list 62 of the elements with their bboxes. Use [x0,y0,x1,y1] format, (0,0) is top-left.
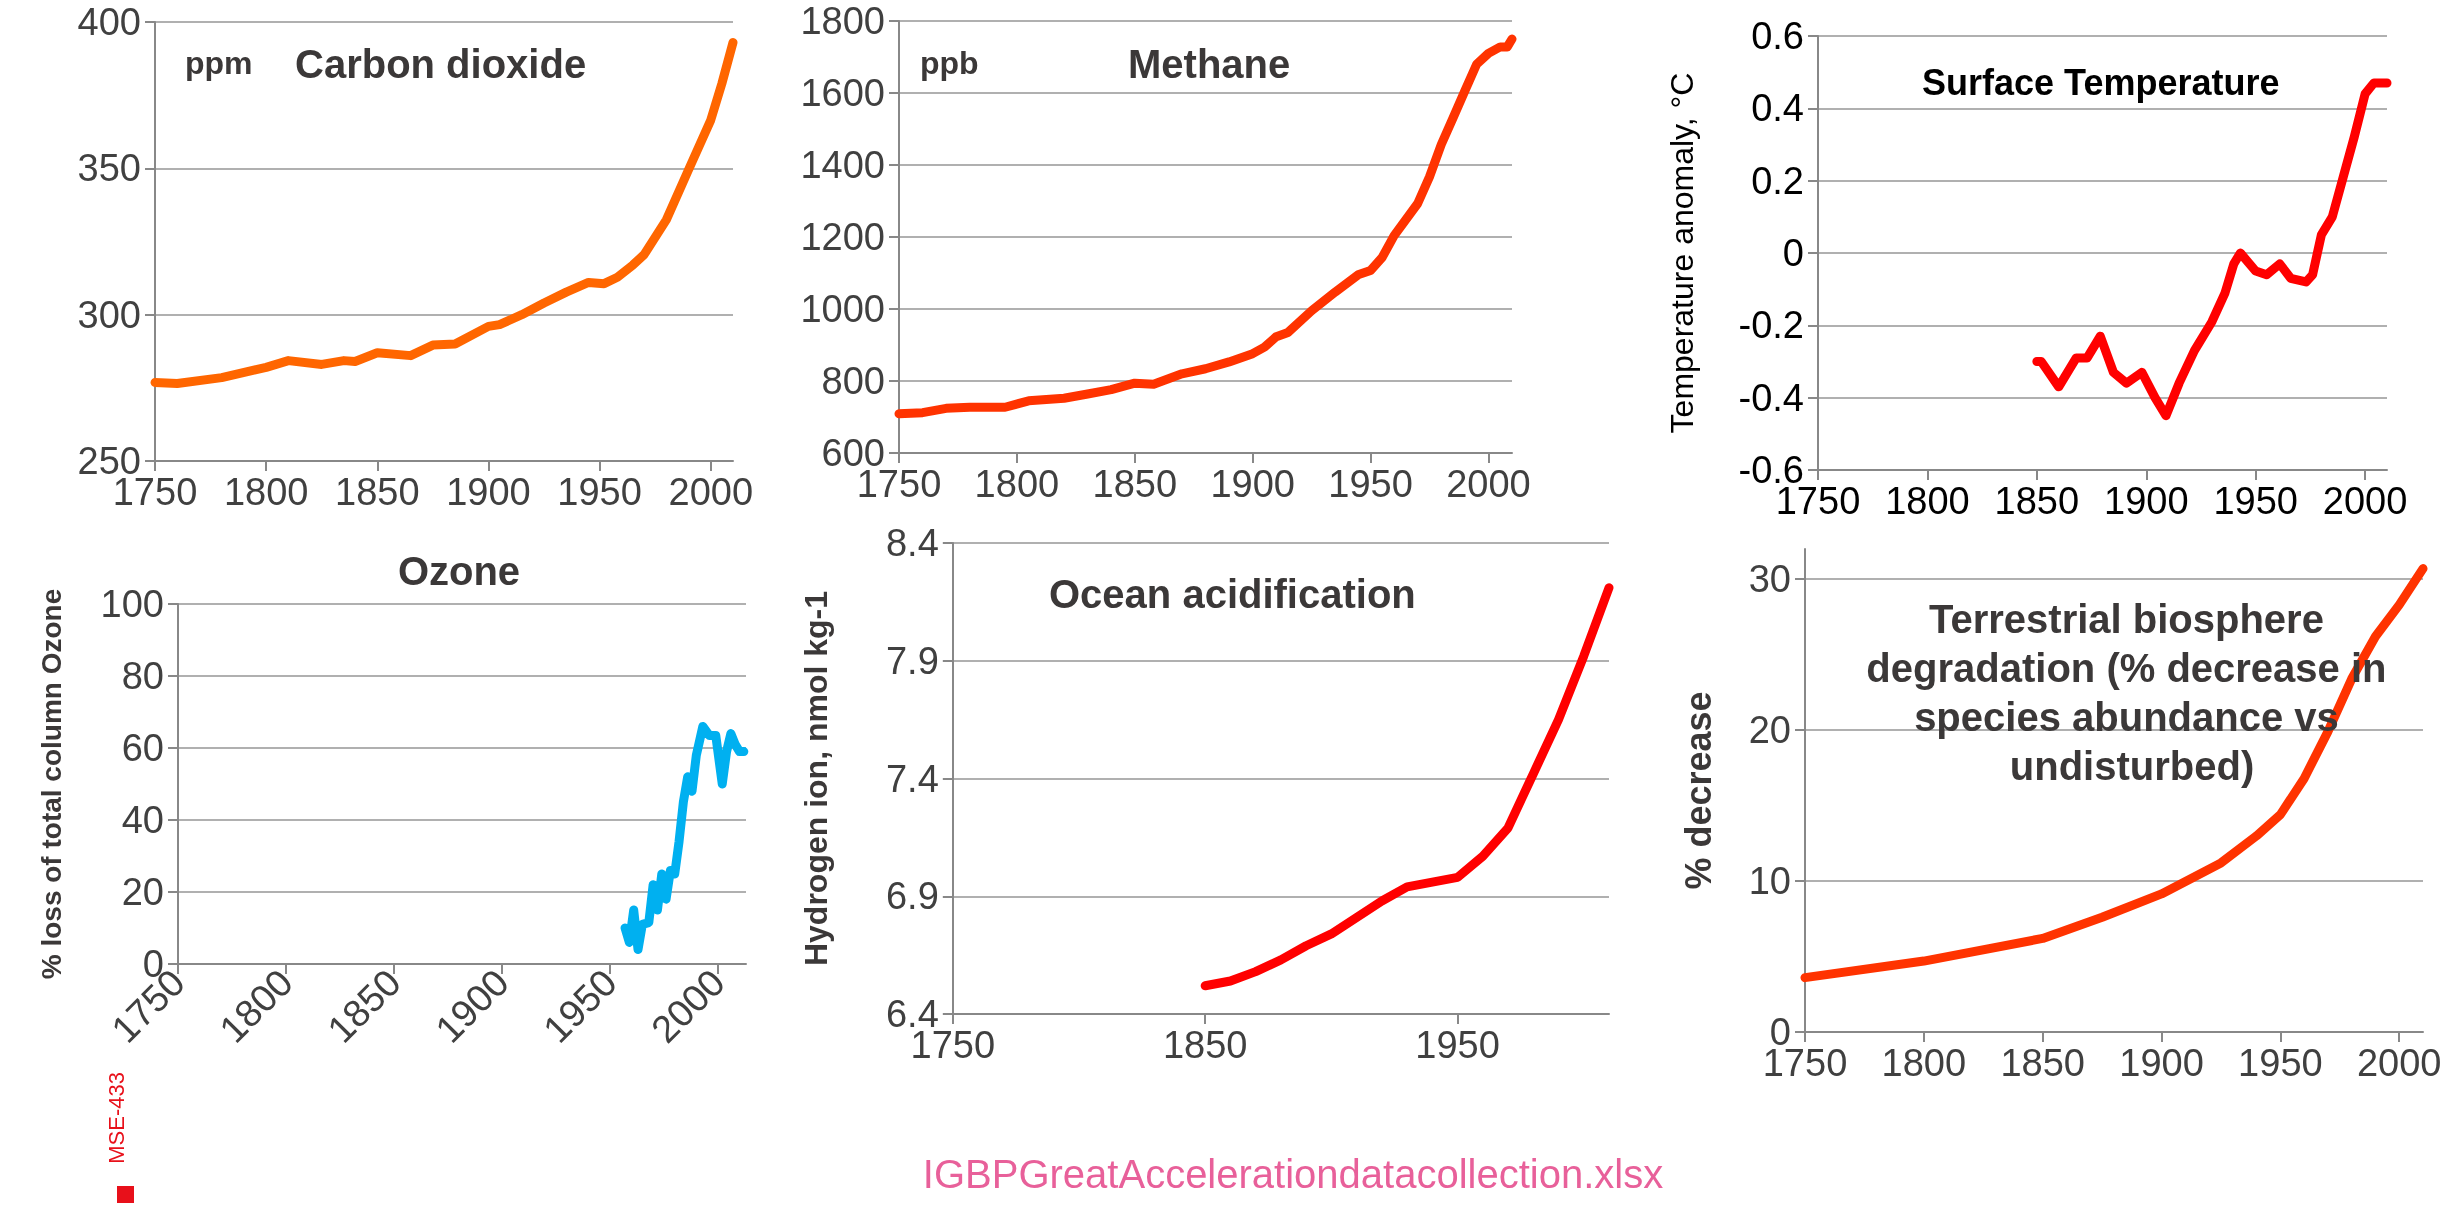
y-tick-label: 400 [77,1,141,43]
x-tick-label: 1800 [223,471,309,513]
y-tick-label: 20 [121,871,164,913]
x-tick-label: 2000 [668,471,754,513]
x-tick-label: 1850 [1162,1024,1248,1066]
y-axis-title: ppm [185,45,253,81]
y-tick-label: 1200 [800,216,885,258]
y-tick-label: 1000 [800,288,885,330]
x-tick-label: 1850 [1994,480,2080,522]
x-tick-label: 1950 [2238,1042,2323,1084]
x-tick-label: 1800 [1881,1042,1967,1084]
x-tick-label: 1800 [974,463,1060,505]
x-tick-label: 1850 [2000,1042,2085,1084]
x-tick-label: 1950 [2213,480,2298,522]
text: MSE-433 [104,1072,130,1164]
x-tick-label: 1900 [446,471,531,513]
x-tick-label: 1850 [1092,463,1178,505]
y-tick-label: 40 [121,799,164,841]
y-tick-label: 0 [1782,232,1804,274]
y-axis-title: % decrease [1677,691,1719,890]
text: IGBPGreatAccelerationdatacollection.xlsx [922,1152,1664,1197]
y-tick-label: 80 [121,655,164,697]
y-tick-label: 20 [1748,709,1791,752]
y-tick-label: 1400 [800,144,885,186]
y-tick-label: 10 [1748,860,1791,903]
y-tick-label: 30 [1748,558,1791,601]
y-tick-label: 100 [100,583,164,625]
x-tick-label: 1800 [1885,480,1970,522]
y-tick-label: 1600 [800,72,885,114]
y-tick-label: 300 [77,293,141,336]
y-axis-title: Temperature anomaly, °C [1663,72,1700,434]
x-tick-label: 1900 [2104,480,2189,522]
y-tick-label: 350 [77,147,141,190]
x-tick-label: 1950 [557,471,642,513]
y-axis-title: Hydrogen ion, nmol kg-1 [798,590,835,967]
text: Ocean acidification [1049,572,1416,617]
y-axis-title: % loss of total column Ozone [36,588,68,980]
text: Surface Temperature [1922,62,2280,104]
x-tick-label: 1850 [335,471,420,513]
text: Methane [1128,42,1291,87]
chart-title: Ozone [397,549,521,594]
y-tick-label: 0.4 [1751,87,1804,130]
y-tick-label: 60 [121,727,164,769]
x-tick-label: 1950 [1415,1024,1500,1066]
y-axis-title: ppb [920,45,979,81]
y-tick-label: 6.9 [885,875,939,918]
y-tick-label: 0.6 [1751,15,1804,57]
x-tick-label: 2000 [1446,463,1531,505]
x-tick-label: 1900 [1210,463,1295,505]
x-tick-label: 1950 [1328,463,1413,505]
y-tick-label: -0.2 [1738,304,1804,347]
y-tick-label: 0.2 [1751,159,1804,202]
x-tick-label: 2000 [2356,1042,2442,1084]
text: Carbon dioxide [295,42,587,87]
x-tick-label: 2000 [2322,480,2408,522]
y-tick-label: 7.4 [885,757,939,800]
y-tick-label: 7.9 [885,639,939,682]
y-tick-label: -0.4 [1738,376,1804,419]
y-tick-label: 1800 [800,0,885,42]
x-tick-label: 1900 [2119,1042,2204,1084]
y-tick-label: 800 [821,360,885,402]
y-tick-label: 8.4 [885,522,939,564]
